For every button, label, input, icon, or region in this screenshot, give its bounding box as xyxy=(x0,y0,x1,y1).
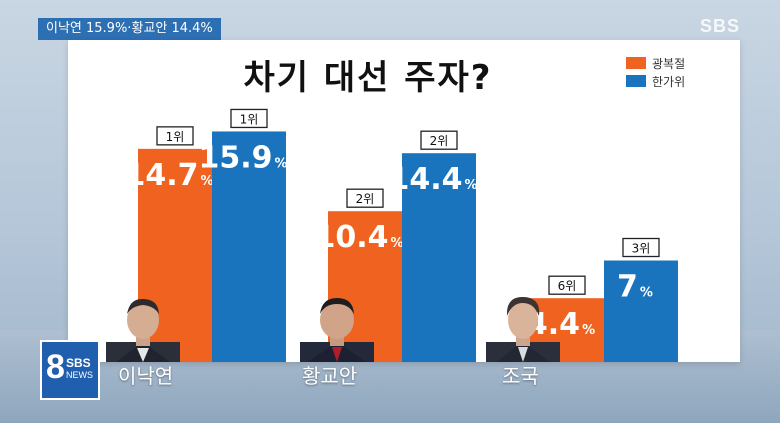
headline-tag: 이낙연 15.9%·황교안 14.4% xyxy=(38,18,221,40)
logo-text: SBS xyxy=(66,356,91,370)
portrait-hwang-kyo-ahn xyxy=(300,298,374,362)
candidate-name-3: 조국 xyxy=(502,364,539,388)
bar-value-label: 7% xyxy=(617,270,653,305)
rank-label: 2위 xyxy=(430,134,449,148)
chart-title: 차기 대선 주자? xyxy=(243,58,493,98)
legend-item-series2: 한가위 xyxy=(626,72,685,90)
sbs-watermark-logo: SBS xyxy=(700,16,741,36)
bar-value-label: 10.4% xyxy=(314,220,403,255)
rank-box xyxy=(230,108,268,129)
rank-label: 1위 xyxy=(166,130,185,144)
sbs-8-news-logo: 8 SBS NEWS xyxy=(40,340,100,400)
logo-number: 8 xyxy=(46,348,65,386)
rank-label: 2위 xyxy=(356,192,375,206)
bar-value-label: 15.9% xyxy=(198,140,287,175)
bar-blue-2 xyxy=(402,153,476,362)
rank-label: 3위 xyxy=(632,242,651,256)
candidate-name-1: 이낙연 xyxy=(118,364,174,388)
legend-swatch-orange xyxy=(626,57,646,69)
legend-label: 한가위 xyxy=(652,74,686,89)
rank-label: 6위 xyxy=(558,279,577,293)
candidate-name-2: 황교안 xyxy=(302,364,358,388)
legend-item-series1: 광복절 xyxy=(626,54,685,72)
chart-legend: 광복절 한가위 xyxy=(626,54,685,90)
portrait-lee-nak-yon xyxy=(106,298,180,362)
bar-value-label: 14.7% xyxy=(124,158,213,193)
rank-label: 1위 xyxy=(240,112,259,126)
legend-label: 광복절 xyxy=(652,56,686,71)
rank-box xyxy=(420,130,458,150)
rank-box xyxy=(548,275,586,295)
bar-blue-3 xyxy=(604,260,678,362)
bar-blue-1 xyxy=(212,131,286,362)
rank-box xyxy=(156,126,194,146)
logo-sub: NEWS xyxy=(66,370,93,380)
legend-swatch-blue xyxy=(626,75,646,87)
rank-box xyxy=(346,188,384,208)
bar-value-label: 14.4% xyxy=(388,162,477,197)
rank-box xyxy=(622,237,660,258)
portrait-cho-kuk xyxy=(486,296,560,362)
